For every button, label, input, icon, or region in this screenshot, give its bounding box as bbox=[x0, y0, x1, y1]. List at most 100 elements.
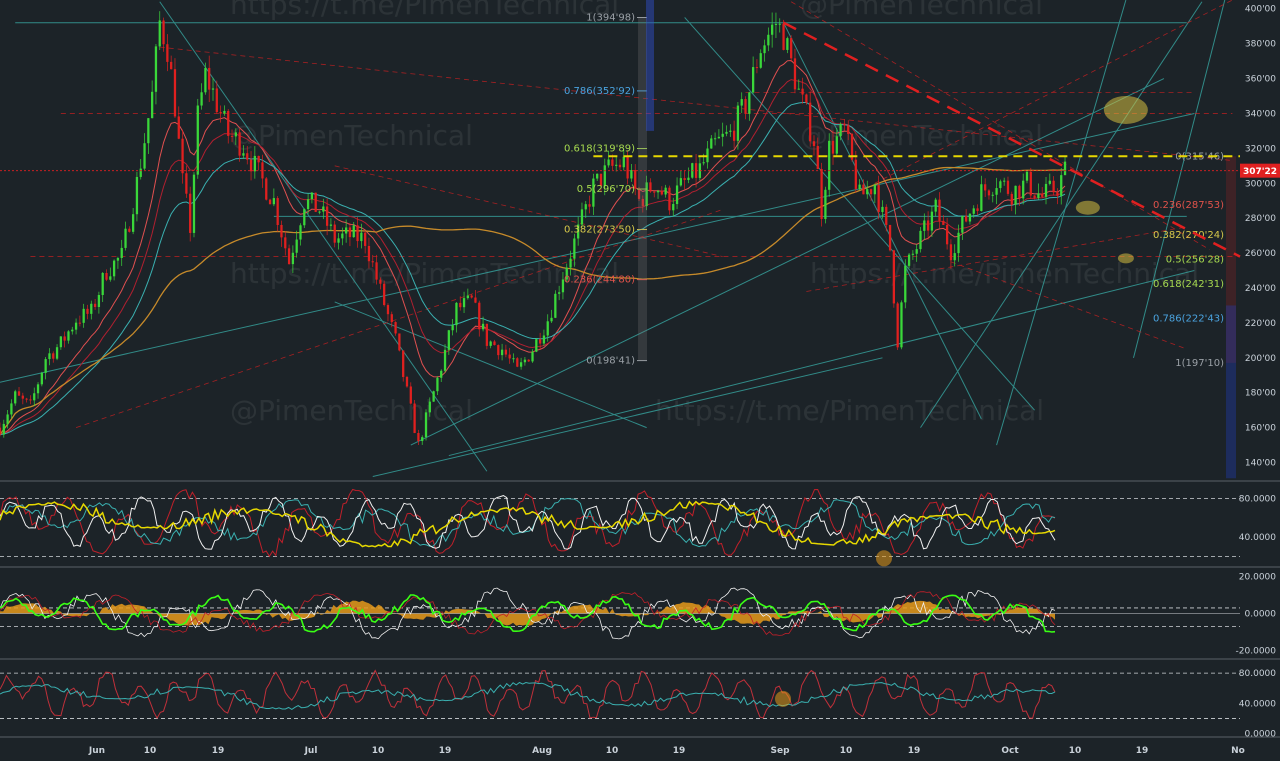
candle-body bbox=[379, 279, 382, 284]
candle-body bbox=[637, 188, 641, 199]
candle-body bbox=[230, 135, 234, 137]
candle-body bbox=[531, 351, 534, 362]
candle bbox=[356, 217, 359, 248]
candle-body bbox=[907, 254, 911, 266]
candle-body bbox=[10, 403, 13, 415]
candle bbox=[344, 219, 348, 243]
candle bbox=[398, 333, 401, 352]
candle-body bbox=[831, 140, 835, 154]
trend-line bbox=[372, 357, 883, 477]
candle-body bbox=[306, 199, 310, 210]
candle-body bbox=[732, 130, 736, 141]
candle bbox=[428, 397, 431, 417]
candle-body bbox=[367, 245, 371, 262]
candle bbox=[679, 171, 682, 187]
candle-body bbox=[97, 295, 101, 308]
candle bbox=[329, 218, 333, 232]
candle bbox=[90, 300, 93, 320]
candle-body bbox=[645, 182, 648, 207]
candle bbox=[869, 188, 873, 201]
candle bbox=[1018, 184, 1021, 206]
candle bbox=[554, 290, 557, 319]
target-ellipse bbox=[1075, 200, 1100, 215]
candle-body bbox=[500, 349, 504, 356]
rsi-red-line bbox=[0, 669, 1056, 720]
candle-body bbox=[1003, 180, 1006, 182]
candle bbox=[82, 303, 85, 328]
candle bbox=[402, 350, 405, 382]
candle bbox=[6, 410, 9, 429]
candle bbox=[771, 12, 774, 48]
candle bbox=[63, 331, 66, 348]
oscillator-white-line bbox=[0, 495, 1056, 550]
candle bbox=[318, 210, 321, 215]
time-tick-label: 19 bbox=[1136, 746, 1149, 756]
candle-body bbox=[869, 189, 873, 195]
candle-body bbox=[702, 162, 705, 164]
candle-body bbox=[653, 191, 656, 193]
candle bbox=[367, 237, 371, 269]
candle bbox=[109, 267, 112, 282]
candle-body bbox=[310, 192, 314, 200]
candle bbox=[230, 129, 234, 143]
candle bbox=[740, 92, 743, 113]
fib-range-box bbox=[638, 17, 648, 361]
price-tick-label: 380'00 bbox=[1245, 40, 1276, 50]
candle-body bbox=[109, 276, 112, 280]
candle bbox=[713, 132, 717, 146]
fib-label: 0.5(256'28) bbox=[1166, 255, 1224, 266]
fib-label: 0.618(319'89) bbox=[564, 144, 635, 155]
candle-body bbox=[964, 216, 968, 222]
candle-body bbox=[664, 187, 667, 195]
candle-body bbox=[919, 230, 922, 250]
candle-body bbox=[196, 105, 199, 175]
candle-body bbox=[44, 359, 47, 373]
candle-body bbox=[634, 170, 637, 189]
candle-body bbox=[771, 24, 774, 35]
ema-teal-line bbox=[0, 102, 1066, 436]
candle-body bbox=[185, 173, 188, 194]
candle-body bbox=[287, 248, 291, 265]
candle bbox=[523, 356, 527, 366]
candle bbox=[729, 124, 732, 137]
candle-body bbox=[402, 350, 405, 377]
candle-body bbox=[497, 345, 500, 356]
candle bbox=[1014, 185, 1017, 215]
candle bbox=[227, 109, 230, 144]
candle bbox=[44, 357, 47, 380]
candle-body bbox=[276, 198, 279, 225]
candle bbox=[162, 17, 165, 52]
time-tick-label: 19 bbox=[908, 746, 921, 756]
candle bbox=[904, 259, 907, 309]
candle-body bbox=[390, 314, 393, 323]
indicator-panel-1: 80.0000 40.0000 bbox=[0, 488, 1276, 567]
candle bbox=[1010, 191, 1013, 212]
candle bbox=[592, 173, 595, 215]
candle-body bbox=[352, 225, 355, 238]
candle-body bbox=[751, 67, 755, 93]
watermark-handle: @PimenTechnical bbox=[230, 119, 473, 152]
candle bbox=[896, 301, 899, 350]
candle bbox=[25, 397, 28, 403]
candle-body bbox=[364, 232, 367, 246]
candle-body bbox=[417, 432, 420, 442]
candle-body bbox=[523, 359, 527, 363]
candle bbox=[736, 101, 740, 150]
candle bbox=[71, 326, 74, 335]
candle bbox=[527, 359, 530, 362]
candle bbox=[268, 198, 272, 205]
candle bbox=[782, 19, 785, 51]
resistance-line bbox=[782, 21, 1241, 258]
candle-body bbox=[535, 339, 538, 352]
candle-body bbox=[443, 349, 447, 371]
price-tick-label: 240'00 bbox=[1245, 284, 1276, 294]
candle-body bbox=[599, 173, 603, 187]
candle-body bbox=[504, 349, 508, 355]
candle-body bbox=[436, 377, 439, 392]
candle-body bbox=[82, 308, 85, 323]
candle-body bbox=[459, 302, 462, 308]
trend-line bbox=[448, 270, 1195, 457]
candle-body bbox=[774, 23, 778, 25]
candle bbox=[322, 198, 325, 220]
